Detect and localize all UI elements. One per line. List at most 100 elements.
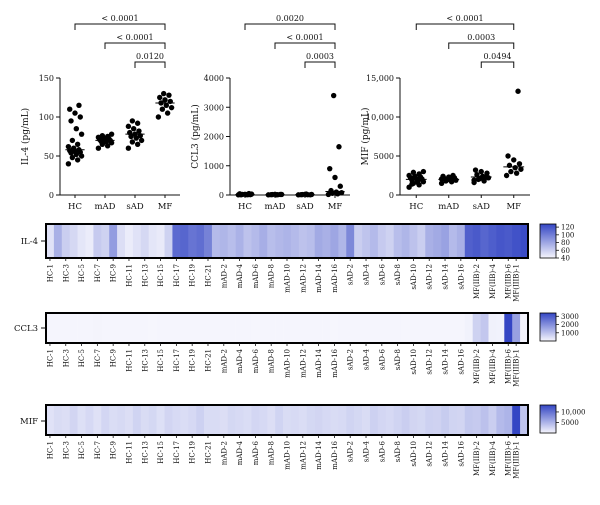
data-point-mf (168, 104, 175, 111)
data-point-mf (512, 165, 518, 171)
significance-bracket (274, 42, 336, 49)
data-point-sad (129, 118, 136, 124)
heatmap-cell (77, 224, 86, 258)
data-point-sad (136, 128, 142, 134)
data-point-hc (72, 110, 78, 116)
heatmap-cell (180, 405, 189, 435)
heatmap-cell (401, 224, 410, 258)
colorbar-tick-label: 2000 (561, 321, 579, 329)
heatmap-cell (172, 313, 181, 343)
heatmap-cell (243, 224, 252, 258)
column-label: sAD-14 (442, 440, 450, 466)
data-point-mad (108, 131, 115, 137)
column-label: sAD-4 (363, 348, 371, 370)
colorbar-tick-label: 10,000 (561, 408, 586, 416)
heatmap-cell (425, 313, 434, 343)
heatmap-cell (219, 313, 229, 343)
heatmap-cell (488, 313, 497, 343)
data-point-hc (77, 114, 83, 120)
heatmap-cell (227, 405, 236, 435)
y-tick-label: 150 (39, 74, 54, 83)
heatmap-cell (283, 224, 292, 258)
data-point-mf (166, 92, 172, 98)
heatmap-cell (448, 224, 458, 258)
column-label: mAD-10 (284, 441, 292, 470)
colorbar-tick-label: 3000 (561, 313, 579, 321)
column-label: mAD-2 (220, 441, 228, 465)
heatmap-cell (496, 405, 505, 435)
heatmap-cell (53, 313, 63, 343)
heatmap-cell (140, 313, 150, 343)
heatmap-cell (188, 405, 197, 435)
heatmap-cell (235, 224, 244, 258)
data-point-mf (513, 170, 520, 176)
column-label: mAD-14 (315, 263, 323, 292)
column-label: sAD-10 (410, 441, 418, 467)
p-value-label: 0.0003 (467, 33, 495, 42)
heatmap-cell (204, 313, 213, 343)
heatmap-cell (93, 405, 102, 435)
heatmap-cell (385, 313, 394, 343)
data-point-mf (338, 189, 345, 196)
heatmap-cell (409, 224, 418, 258)
heatmap-cell (354, 313, 363, 343)
heatmap-cell (433, 313, 442, 343)
heatmap-cell (53, 224, 63, 258)
heatmap-cell (77, 313, 86, 343)
heatmap-cell (369, 405, 379, 435)
heatmap-cell (401, 313, 410, 343)
data-point-hc (237, 191, 243, 197)
data-point-mf (336, 144, 342, 150)
data-point-mf (159, 106, 166, 112)
data-point-mad (438, 180, 445, 186)
column-label: sAD-10 (410, 264, 418, 290)
column-label: mAD-10 (284, 264, 292, 293)
data-point-mf (328, 187, 334, 194)
heatmap-cell (85, 405, 94, 435)
column-label: mAD-12 (299, 441, 307, 470)
heatmap-cell (61, 224, 71, 258)
column-label: HC-21 (204, 441, 212, 464)
heatmap-cell (448, 313, 458, 343)
heatmap-cell (109, 224, 118, 258)
p-value-label: < 0.0001 (446, 14, 483, 23)
heatmap-cell (362, 224, 371, 258)
il4-heatmap-panel: IL-4 HC-1 HC-3 HC-5 HC-7 HC-9 HC-11 HC-13 HC-15 H… (21, 223, 574, 302)
data-point-hc (78, 131, 85, 137)
heatmap-cell (117, 405, 126, 435)
heatmap-cell (512, 313, 521, 343)
heatmap-cell (464, 224, 473, 258)
data-point-sad (129, 139, 136, 145)
column-label: HC-17 (173, 349, 181, 372)
x-tick-label-mf: MF (328, 202, 343, 212)
y-tick-label: 5000 (374, 152, 394, 161)
heatmap-cell (204, 224, 213, 258)
significance-bracket (304, 61, 336, 68)
heatmap-cell (520, 224, 529, 258)
y-tick-label: 2000 (204, 133, 224, 142)
x-tick-label-hc: HC (238, 202, 252, 212)
x-tick-label-mad: mAD (438, 202, 459, 212)
heatmap-cell (125, 313, 134, 343)
data-point-sad (478, 168, 484, 175)
heatmap-cell (196, 405, 205, 435)
column-label: mAD-12 (299, 349, 307, 378)
data-point-mad (450, 172, 456, 179)
mif-scatter-panel: 0 5000 10,000 15,000 MIF (pg/mL) HC mAD sAD MF < … (360, 14, 530, 212)
column-label: sAD-12 (426, 264, 434, 290)
heatmap-cell (472, 224, 481, 258)
data-point-mf (162, 97, 168, 103)
column-label: MF(IIIB)-1 (513, 349, 521, 387)
data-point-mad (99, 133, 106, 139)
heatmap-cell (362, 313, 371, 343)
heatmap-cell (275, 224, 284, 258)
heatmap-cell (448, 405, 458, 435)
data-point-sad (472, 167, 479, 173)
column-label: HC-1 (46, 349, 54, 367)
column-label: mAD-16 (331, 263, 339, 292)
heatmap-cell (369, 224, 379, 258)
heatmap-cell (441, 405, 450, 435)
column-label: sAD-4 (363, 440, 371, 462)
heatmap-cell (259, 224, 268, 258)
heatmap-cell (369, 313, 379, 343)
